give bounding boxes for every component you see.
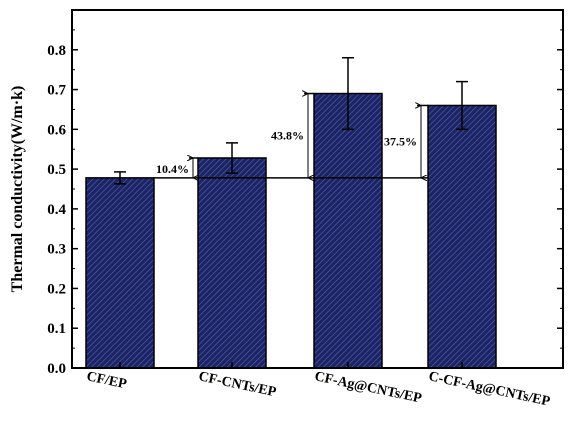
x-tick-label: CF/EP [85,369,128,392]
x-tick-label: CF-CNTs/EP [197,369,278,400]
annotation-label-1: 10.4% [156,162,189,176]
bar-2 [197,157,267,369]
bar-3 [313,92,383,369]
x-tick-label: C-CF-Ag@CNTs/EP [427,369,552,409]
y-axis: 0.0 0.1 0.2 0.3 0.4 0.5 0.6 0.7 0.8 [47,29,563,377]
annotation-label-3: 37.5% [384,135,417,149]
bar-4 [427,104,497,369]
y-tick-label: 0.7 [47,83,66,99]
y-tick-label: 0.3 [47,242,66,258]
error-bar-1 [114,171,126,185]
y-tick-label: 0.1 [47,321,66,337]
y-tick-label: 0.2 [47,281,66,297]
error-bar-4 [456,80,468,131]
annotation-label-2: 43.8% [271,129,304,143]
y-tick-label: 0.6 [47,122,66,138]
y-tick-label: 0.4 [47,202,66,218]
errorbar-layer [114,56,468,185]
error-bar-3 [342,56,354,131]
bar-1 [85,177,155,369]
annotation-layer: 10.4% 43.8% 37.5% [156,94,428,178]
x-tick-label: CF-Ag@CNTs/EP [313,369,423,406]
y-axis-title: Thermal conductivity(W/m·k) [9,86,26,293]
error-bar-2 [226,142,238,174]
y-tick-label: 0.5 [47,162,66,178]
y-tick-label: 0.8 [47,43,66,59]
y-tick-label: 0.0 [47,361,66,377]
x-axis: CF/EP CF-CNTs/EP CF-Ag@CNTs/EP C-CF-Ag@CNTs… [85,362,552,410]
